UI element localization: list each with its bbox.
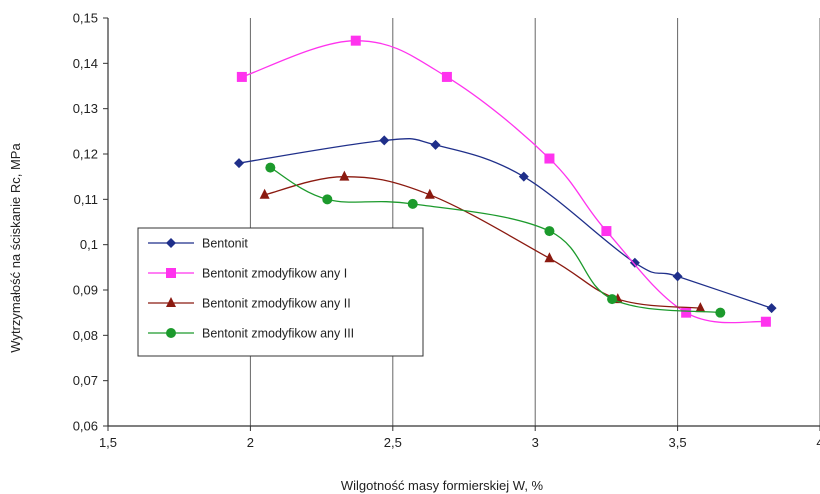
legend-marker	[166, 297, 176, 307]
series-2	[236, 35, 771, 327]
data-point	[681, 307, 692, 318]
data-point	[430, 139, 441, 150]
y-tick-label: 0,07	[73, 373, 98, 388]
y-tick-label: 0,12	[73, 147, 98, 162]
data-point	[350, 35, 361, 46]
series-3	[259, 170, 706, 313]
grid-lines	[249, 18, 820, 426]
y-tick-label: 0,06	[73, 419, 98, 434]
legend-label: Bentonit zmodyfikow any II	[202, 297, 351, 311]
x-tick-label: 1,5	[99, 435, 117, 450]
legend-label: Bentonit	[202, 237, 248, 251]
data-point	[760, 316, 771, 327]
data-point	[259, 188, 270, 199]
legend: Bentonit Bentonit zmodyfikow any I Bentoni…	[137, 227, 424, 357]
data-point	[629, 257, 640, 268]
data-point	[672, 271, 683, 282]
series-4	[265, 162, 726, 318]
legend-marker	[166, 328, 176, 338]
y-tick-label: 0,1	[80, 237, 98, 252]
data-point	[322, 194, 333, 205]
data-point	[544, 226, 555, 237]
data-point	[544, 252, 555, 263]
series-lines	[234, 35, 777, 327]
x-axis-title: Wilgotność masy formierskiej W, %	[341, 478, 544, 493]
y-tick-label: 0,08	[73, 328, 98, 343]
x-tick-label: 2,5	[384, 435, 402, 450]
data-point	[601, 226, 612, 237]
legend-marker	[166, 268, 176, 278]
data-point	[715, 307, 726, 318]
data-point	[607, 294, 618, 305]
y-tick-label: 0,11	[74, 192, 98, 207]
x-tick-label: 2	[247, 435, 254, 450]
data-point	[407, 198, 418, 209]
y-axis-title: Wytrzymałość na ściskanie Rc, MPa	[8, 143, 23, 353]
series-line	[264, 176, 701, 309]
y-tick-label: 0,09	[73, 283, 98, 298]
data-point	[424, 188, 435, 199]
series-1	[234, 135, 777, 314]
x-tick-label: 3,5	[669, 435, 687, 450]
data-point	[234, 158, 245, 169]
tick-labels: 1,5 2 2,5 3 3,5 4 0,06 0,07 0,08 0,09 0,1 0,11 0,12 0…	[73, 11, 820, 451]
data-point	[379, 135, 390, 146]
data-point	[766, 303, 777, 314]
data-point	[265, 162, 276, 173]
data-point	[236, 71, 247, 82]
legend-label: Bentonit zmodyfikow any III	[202, 327, 354, 341]
y-tick-label: 0,14	[73, 56, 98, 71]
data-point	[441, 71, 452, 82]
x-tick-label: 3	[532, 435, 539, 450]
data-point	[544, 153, 555, 164]
data-point	[339, 170, 350, 181]
legend-marker	[166, 238, 176, 248]
axes	[103, 17, 820, 431]
y-tick-label: 0,15	[73, 11, 98, 26]
data-point	[518, 171, 529, 182]
y-tick-label: 0,13	[73, 101, 98, 116]
data-point	[695, 302, 706, 313]
x-tick-label: 4	[816, 435, 820, 450]
legend-box	[137, 227, 424, 357]
legend-label: Bentonit zmodyfikow any I	[202, 267, 347, 281]
